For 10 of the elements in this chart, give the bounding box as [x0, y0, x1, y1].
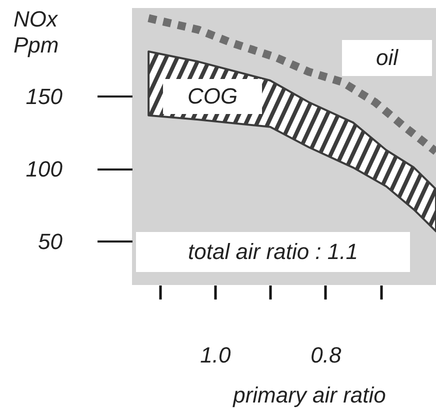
y-tick-label: 150: [26, 84, 64, 109]
y-tick-label: 50: [38, 228, 64, 254]
series-label: oil: [376, 45, 400, 70]
legend-label: COG: [187, 84, 238, 108]
y-tick-label: 100: [26, 156, 64, 182]
x-tick-label: 1.0: [200, 342, 232, 368]
annotation: total air ratio : 1.1: [188, 239, 358, 264]
x-tick-label: 0.8: [310, 342, 342, 368]
x-axis-title: primary air ratio: [232, 382, 386, 408]
y-axis-title: NOx Ppm: [14, 6, 59, 58]
